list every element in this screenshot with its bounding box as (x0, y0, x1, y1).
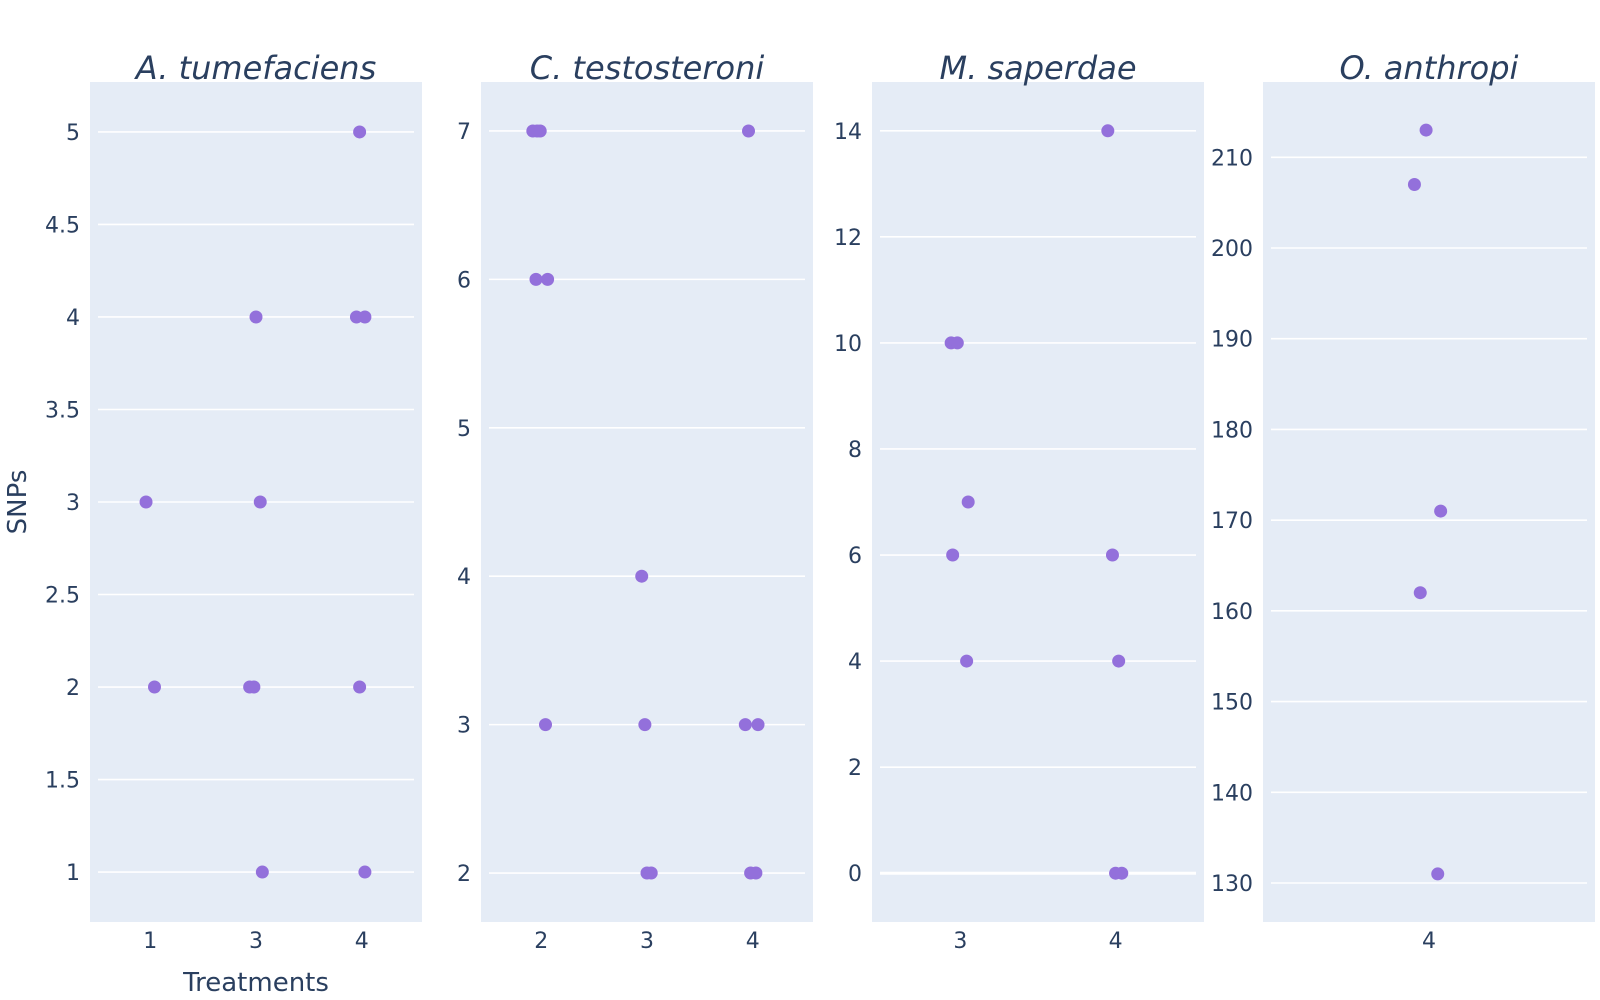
data-point (353, 680, 367, 694)
y-tick-label: 4 (66, 306, 80, 331)
data-point (255, 865, 269, 879)
y-tick-label: 150 (1211, 691, 1253, 716)
panel-title: C. testosteroni (530, 49, 765, 87)
y-tick-label: 4.5 (45, 213, 80, 238)
y-tick-label: 10 (834, 332, 862, 357)
data-point (1431, 867, 1445, 881)
panel-background (872, 82, 1204, 922)
data-point (1419, 123, 1433, 137)
y-tick-label: 190 (1211, 328, 1253, 353)
x-tick-label: 4 (1109, 929, 1123, 954)
panel-1: 2 3 4 5 6 7 2 3 4 C. testosteroni (457, 49, 813, 954)
x-tick-label: 3 (249, 929, 263, 954)
panel-background (1263, 82, 1595, 922)
y-tick-label: 7 (457, 120, 471, 145)
y-tick-label: 14 (834, 120, 862, 145)
x-tick-label: 3 (640, 929, 654, 954)
y-tick-label: 3 (457, 714, 471, 739)
data-point (533, 124, 547, 138)
y-tick-label: 5 (66, 121, 80, 146)
data-point (541, 272, 555, 286)
data-point (946, 548, 960, 562)
data-point (1413, 586, 1427, 600)
y-axis-title: SNPs (3, 470, 33, 535)
panel-title: M. saperdae (940, 49, 1137, 87)
y-tick-label: 3 (66, 491, 80, 516)
y-tick-label: 5 (457, 417, 471, 442)
y-tick-label: 2.5 (45, 584, 80, 609)
data-point (738, 718, 752, 732)
y-tick-label: 12 (834, 226, 862, 251)
y-tick-label: 1 (66, 861, 80, 886)
data-point (1407, 178, 1421, 192)
panel-title: O. anthropi (1340, 49, 1519, 87)
y-tick-label: 2 (848, 756, 862, 781)
y-tick-label: 1.5 (45, 769, 80, 794)
data-point (960, 654, 974, 668)
x-tick-label: 4 (746, 929, 760, 954)
data-point (1115, 866, 1129, 880)
y-tick-label: 160 (1211, 600, 1253, 625)
data-point (742, 124, 756, 138)
data-point (147, 680, 161, 694)
panel-title: A. tumefaciens (134, 49, 377, 87)
panel-background (481, 82, 813, 922)
data-point (247, 680, 261, 694)
data-point (529, 272, 543, 286)
y-tick-label: 8 (848, 438, 862, 463)
data-point (358, 310, 372, 324)
panel-0: 1 1.5 2 2.5 3 3.5 4 4.5 5 1 3 4 A. tumefaciens (45, 49, 422, 954)
data-point (950, 336, 964, 350)
y-tick-label: 6 (457, 268, 471, 293)
y-tick-label: 170 (1211, 509, 1253, 534)
y-tick-label: 130 (1211, 872, 1253, 897)
data-point (249, 310, 263, 324)
data-point (353, 125, 367, 139)
data-point (139, 495, 153, 509)
y-tick-label: 200 (1211, 237, 1253, 262)
data-point (253, 495, 267, 509)
y-tick-label: 210 (1211, 146, 1253, 171)
data-point (751, 718, 765, 732)
y-tick-label: 4 (848, 650, 862, 675)
data-point (1101, 124, 1115, 138)
data-point (538, 718, 552, 732)
data-point (749, 866, 763, 880)
data-point (1434, 504, 1448, 518)
x-tick-label: 4 (355, 929, 369, 954)
data-point (644, 866, 658, 880)
panel-2: 0 2 4 6 8 10 12 14 3 4 M. saperdae (834, 49, 1204, 954)
y-tick-label: 0 (848, 862, 862, 887)
data-point (1112, 654, 1126, 668)
data-point (358, 865, 372, 879)
data-point (635, 569, 649, 583)
x-tick-label: 3 (953, 929, 967, 954)
y-tick-label: 180 (1211, 418, 1253, 443)
x-axis-title: Treatments (182, 968, 329, 998)
y-tick-label: 4 (457, 565, 471, 590)
panel-3: 130 140 150 160 170 180 190 200 210 4 O. anthropi (1211, 49, 1595, 954)
y-tick-label: 3.5 (45, 398, 80, 423)
x-tick-label: 1 (143, 929, 157, 954)
data-point (961, 495, 975, 509)
y-tick-label: 140 (1211, 781, 1253, 806)
x-tick-label: 4 (1422, 929, 1436, 954)
data-point (1105, 548, 1119, 562)
y-tick-label: 2 (66, 676, 80, 701)
data-point (638, 718, 652, 732)
y-tick-label: 2 (457, 862, 471, 887)
y-tick-label: 6 (848, 544, 862, 569)
x-tick-label: 2 (534, 929, 548, 954)
